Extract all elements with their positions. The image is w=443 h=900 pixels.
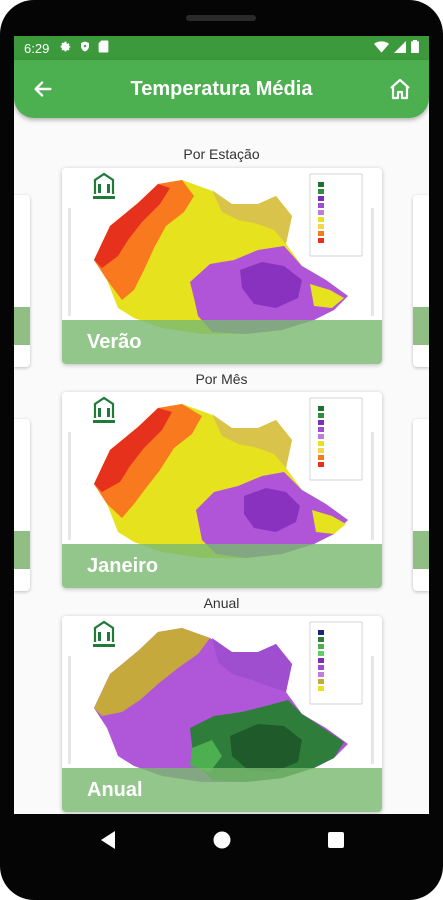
gear-icon bbox=[59, 40, 72, 56]
speaker-slot bbox=[186, 15, 256, 21]
map-card-janeiro[interactable]: Janeiro bbox=[62, 392, 382, 588]
wifi-icon bbox=[374, 40, 389, 56]
signal-icon bbox=[394, 40, 406, 56]
sd-card-icon bbox=[98, 40, 109, 56]
system-recents-button[interactable] bbox=[324, 828, 348, 852]
arrow-left-icon bbox=[34, 81, 52, 97]
card-caption: Anual bbox=[62, 768, 382, 812]
temperature-map bbox=[62, 168, 382, 364]
home-icon bbox=[390, 78, 410, 100]
system-back-button[interactable] bbox=[96, 828, 120, 852]
card-title: Verão bbox=[87, 330, 142, 353]
content: Por Estação bbox=[14, 118, 429, 814]
system-home-button[interactable] bbox=[210, 828, 234, 852]
screen: 6:29 bbox=[14, 36, 429, 814]
card-caption: Janeiro bbox=[62, 544, 382, 588]
section-label-estacao: Por Estação bbox=[183, 146, 260, 162]
shield-icon bbox=[79, 40, 91, 56]
battery-icon bbox=[411, 40, 419, 56]
section-label-mes: Por Mês bbox=[195, 371, 248, 387]
recents-square-icon bbox=[327, 832, 344, 848]
carousel-next-card[interactable] bbox=[413, 419, 429, 591]
map-card-verao[interactable]: Verão bbox=[62, 168, 382, 364]
card-title: Anual bbox=[87, 778, 143, 801]
section-label-anual: Anual bbox=[203, 595, 240, 611]
card-title: Janeiro bbox=[87, 554, 159, 577]
card-caption: Verão bbox=[62, 320, 382, 364]
map-card-anual[interactable]: Anual bbox=[62, 616, 382, 812]
back-button[interactable] bbox=[14, 60, 72, 118]
home-button[interactable] bbox=[371, 60, 429, 118]
app-bar: Temperatura Média bbox=[14, 60, 429, 118]
carousel-prev-card[interactable] bbox=[14, 419, 30, 591]
system-navigation-bar bbox=[0, 814, 443, 866]
carousel-next-card[interactable] bbox=[413, 195, 429, 367]
status-time: 6:29 bbox=[24, 40, 50, 56]
status-bar: 6:29 bbox=[14, 36, 429, 60]
page-title: Temperatura Média bbox=[130, 77, 313, 100]
home-circle-icon bbox=[213, 831, 230, 849]
carousel-prev-card[interactable] bbox=[14, 195, 30, 367]
back-triangle-icon bbox=[100, 831, 115, 849]
